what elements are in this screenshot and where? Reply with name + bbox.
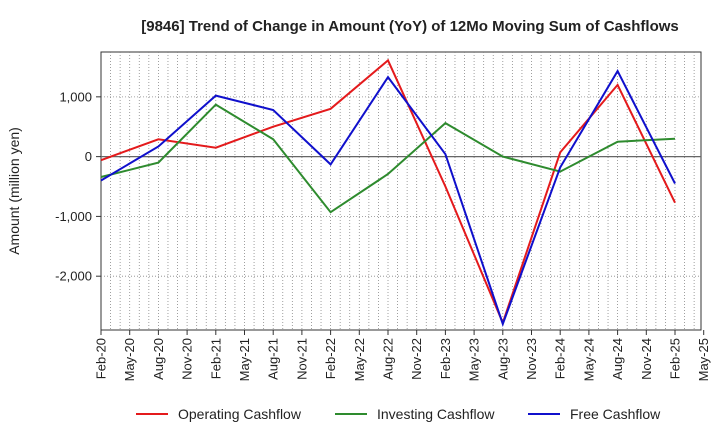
legend-label: Free Cashflow bbox=[570, 406, 661, 422]
x-tick-label: May-24 bbox=[581, 338, 596, 381]
x-tick-label: Aug-23 bbox=[495, 338, 510, 380]
x-tick-label: Feb-23 bbox=[438, 338, 453, 379]
legend-label: Investing Cashflow bbox=[377, 406, 495, 422]
x-tick-label: Aug-21 bbox=[266, 338, 281, 380]
x-tick-label: Nov-20 bbox=[180, 338, 195, 380]
x-tick-label: May-25 bbox=[696, 338, 711, 381]
series-lines bbox=[100, 58, 676, 328]
x-tick-label: Nov-21 bbox=[294, 338, 309, 380]
x-tick-label: May-20 bbox=[122, 338, 137, 381]
x-tick-label: May-22 bbox=[352, 338, 367, 381]
x-tick-label: Feb-20 bbox=[94, 338, 109, 379]
x-tick-label: Feb-24 bbox=[553, 338, 568, 379]
y-tick-label: 0 bbox=[85, 149, 92, 164]
legend: Operating Cashflow Investing Cashflow Free… bbox=[136, 406, 661, 422]
x-tick-label: Aug-20 bbox=[151, 338, 166, 380]
x-tick-label: Nov-23 bbox=[524, 338, 539, 380]
x-tick-label: Nov-24 bbox=[639, 338, 654, 380]
legend-label: Operating Cashflow bbox=[178, 406, 302, 422]
x-tick-label: Feb-25 bbox=[668, 338, 683, 379]
y-tick-label: 1,000 bbox=[59, 89, 92, 104]
x-tick-label: May-21 bbox=[237, 338, 252, 381]
x-tick-label: Aug-24 bbox=[610, 338, 625, 380]
x-tick-label: Feb-22 bbox=[323, 338, 338, 379]
x-tick-label: Aug-22 bbox=[381, 338, 396, 380]
y-tick-label: -2,000 bbox=[55, 269, 92, 284]
chart-title: [9846] Trend of Change in Amount (YoY) o… bbox=[141, 18, 679, 35]
x-axis-ticks: Feb-20 May-20 Aug-20 Nov-20 Feb-21 May-21 Aug-… bbox=[94, 330, 711, 381]
x-tick-label: May-23 bbox=[467, 338, 482, 381]
horizontal-gridlines bbox=[101, 96, 701, 277]
x-tick-label: Nov-22 bbox=[409, 338, 424, 380]
vertical-gridlines bbox=[110, 52, 695, 330]
y-tick-label: -1,000 bbox=[55, 209, 92, 224]
y-axis-ticks: 1,000 0 -1,000 -2,000 bbox=[55, 89, 101, 284]
x-tick-label: Feb-21 bbox=[208, 338, 223, 379]
y-axis-label: Amount (million yen) bbox=[6, 127, 22, 255]
